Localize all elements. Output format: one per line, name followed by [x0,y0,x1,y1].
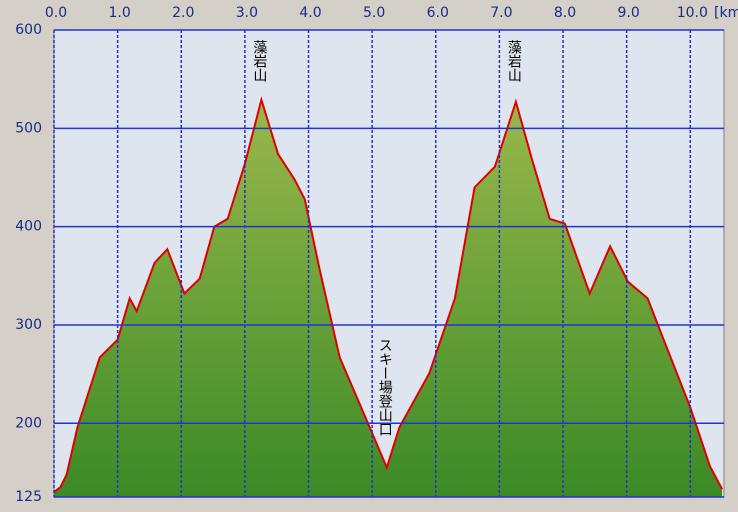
x-tick-label: 4.0 [299,5,321,21]
y-tick-label: 500 [15,120,42,136]
annotation: 藻岩山 [251,40,267,82]
x-tick-label: 5.0 [363,5,385,21]
x-tick-label: 9.0 [618,5,640,21]
elevation-area [54,99,723,498]
x-axis-label: [km] [714,5,738,21]
y-tick-label: 300 [15,317,42,333]
y-tick-label: 600 [15,22,42,38]
annotation: 藻岩山 [506,40,522,82]
x-tick-label: 0.0 [45,5,67,21]
y-tick-label: 400 [15,219,42,235]
y-tick-label: 125 [15,489,42,505]
y-tick-label: 200 [15,415,42,431]
x-tick-label: 3.0 [236,5,258,21]
x-tick-label: 6.0 [427,5,449,21]
elevation-line [53,96,723,493]
x-tick-label: 2.0 [172,5,194,21]
x-tick-label: 7.0 [490,5,512,21]
x-tick-label: 1.0 [108,5,130,21]
x-tick-label: 8.0 [554,5,576,21]
annotation: スキー場登山口 [377,338,393,436]
x-tick-label: 10.0 [677,5,708,21]
